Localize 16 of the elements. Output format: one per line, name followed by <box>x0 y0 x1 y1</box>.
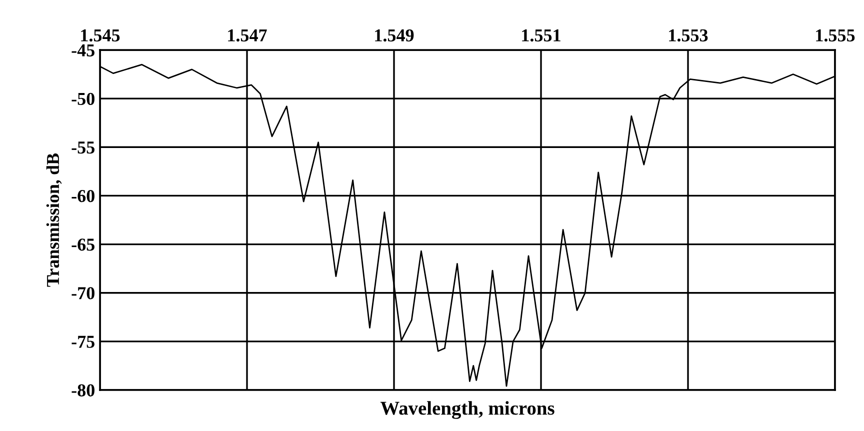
y-tick-label: -70 <box>72 287 94 300</box>
y-axis-title: Transmission, dB <box>46 153 62 287</box>
x-tick-label: 1.545 <box>81 29 120 42</box>
y-tick-label: -55 <box>72 142 94 154</box>
x-tick-label: 1.553 <box>669 29 708 42</box>
x-axis-title: Wavelength, microns <box>380 401 554 419</box>
y-tick-label: -65 <box>72 238 94 251</box>
y-tick-label: -60 <box>72 190 94 202</box>
x-tick-label: 1.549 <box>375 29 414 42</box>
y-tick-label: -75 <box>72 336 94 348</box>
y-tick-label: -80 <box>72 384 94 396</box>
x-tick-label: 1.547 <box>228 29 267 42</box>
y-tick-label: -50 <box>72 92 94 106</box>
x-tick-label: 1.555 <box>816 29 855 42</box>
x-tick-label: 1.551 <box>522 29 560 42</box>
y-tick-label: -45 <box>72 44 94 56</box>
